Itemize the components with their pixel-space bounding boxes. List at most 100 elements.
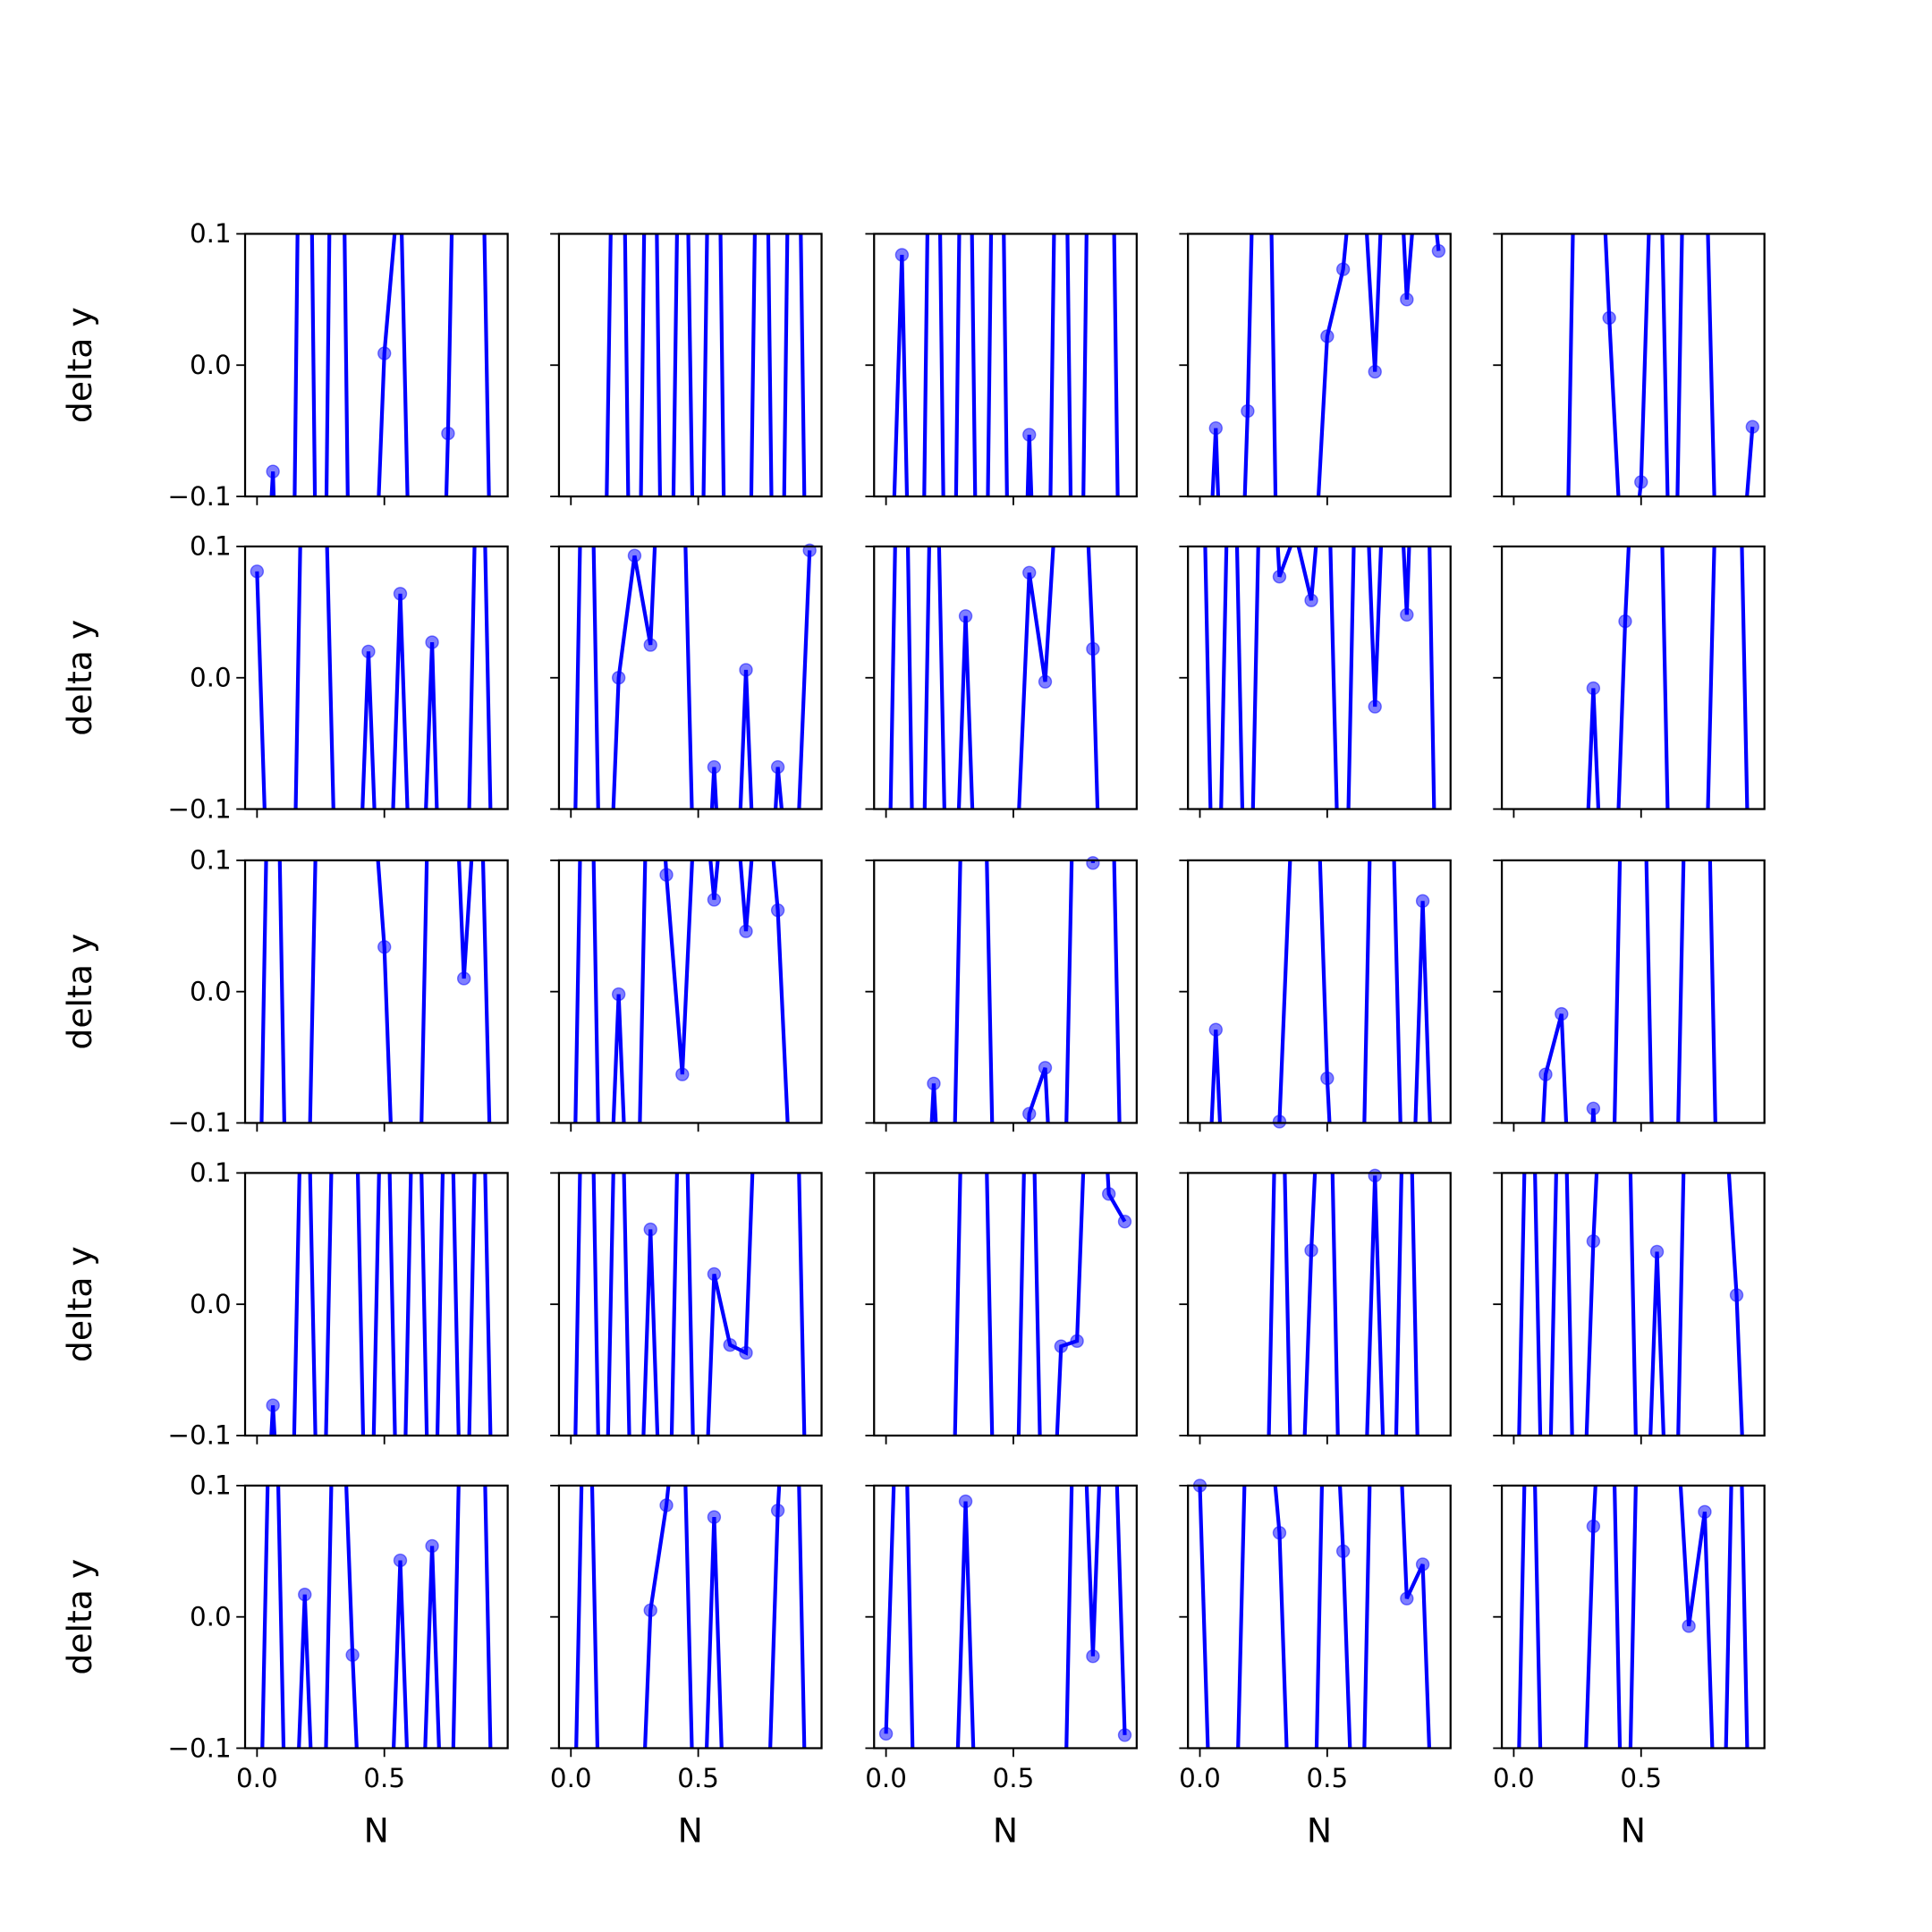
point: [707, 1510, 722, 1524]
point: [250, 564, 265, 579]
series-line: [260, 1485, 493, 1749]
axes: −0.1 0.0 0.1 delta y: [60, 845, 509, 1138]
axes: [1493, 1172, 1766, 1445]
point: [707, 1267, 722, 1282]
point: [1038, 674, 1053, 689]
axes: 0.0 0.5 N: [1493, 1484, 1766, 1850]
y-tick-label: 0.0: [190, 350, 232, 380]
point: [1538, 1067, 1553, 1081]
series-line: [1566, 233, 1755, 497]
point: [393, 587, 408, 601]
y-tick-label: 0.0: [190, 1601, 232, 1631]
series-line: [255, 546, 493, 809]
y-tick-label: 0.0: [190, 663, 232, 693]
point: [1117, 1728, 1132, 1742]
point: [1022, 565, 1037, 580]
point: [1117, 1215, 1132, 1229]
x-tick-label: 0.0: [1493, 1763, 1535, 1793]
x-axis-label: N: [364, 1810, 389, 1850]
x-axis-label: N: [678, 1810, 703, 1850]
y-axis-label: delta y: [60, 307, 99, 423]
axes: [1179, 859, 1452, 1132]
axes-frame: [1187, 1172, 1452, 1437]
point: [1086, 641, 1100, 657]
point: [878, 1726, 894, 1741]
point: [1415, 1557, 1430, 1572]
axes-frame: [1500, 859, 1766, 1124]
point: [393, 1553, 408, 1568]
axes-frame: [1187, 233, 1452, 498]
point: [723, 1337, 737, 1352]
x-axis-label: N: [1621, 1810, 1646, 1850]
point: [377, 346, 392, 360]
y-tick-label: −0.1: [167, 1733, 231, 1763]
point: [1070, 1334, 1084, 1348]
series-line: [1541, 860, 1717, 1123]
axes: −0.1 0.0 0.1 delta y: [60, 218, 509, 512]
series-line: [1198, 1485, 1432, 1749]
point: [1208, 1022, 1223, 1037]
axes: [865, 1172, 1138, 1445]
series-line: [269, 233, 491, 497]
point: [345, 1648, 360, 1662]
point: [1400, 292, 1414, 307]
point: [1368, 1168, 1382, 1183]
point: [627, 548, 642, 563]
point: [1272, 1526, 1287, 1540]
axes-frame: [243, 233, 509, 498]
point: [707, 893, 722, 907]
y-axis-label: delta y: [60, 620, 99, 736]
y-tick-label: −0.1: [167, 481, 231, 512]
y-axis-label: delta y: [60, 1246, 99, 1362]
point: [1304, 1243, 1318, 1258]
y-tick-label: −0.1: [167, 1420, 231, 1451]
axes-frame: [557, 1172, 823, 1437]
axes-frame: [1500, 233, 1766, 498]
point: [770, 759, 785, 775]
point: [739, 924, 753, 938]
x-axis-label: N: [1307, 1810, 1332, 1850]
point: [1022, 428, 1037, 442]
series-line: [269, 1173, 493, 1436]
axes: −0.1 0.0 0.1 delta y: [60, 1157, 509, 1451]
point: [1431, 243, 1446, 258]
axes: [550, 1172, 823, 1445]
series-line: [1586, 546, 1750, 809]
axes-frame: [1500, 545, 1766, 810]
point: [1745, 419, 1760, 434]
y-tick-label: −0.1: [167, 1107, 231, 1138]
point: [1272, 1114, 1287, 1129]
point: [958, 609, 973, 623]
point: [611, 987, 626, 1002]
point: [1682, 1619, 1696, 1633]
point: [611, 671, 626, 685]
point: [770, 1504, 785, 1518]
y-tick-label: 0.1: [190, 531, 232, 562]
axes: [1179, 233, 1452, 505]
point: [643, 1222, 657, 1237]
point: [425, 635, 439, 649]
series-line: [1203, 546, 1436, 809]
point: [770, 902, 785, 918]
point: [377, 940, 392, 954]
point: [1086, 1649, 1100, 1664]
y-tick-label: 0.0: [190, 1289, 232, 1319]
point: [1054, 1339, 1069, 1353]
point: [739, 663, 753, 677]
y-tick-label: 0.1: [190, 218, 232, 249]
y-tick-label: 0.1: [190, 845, 232, 876]
x-tick-label: 0.5: [1307, 1763, 1349, 1793]
point: [894, 248, 910, 262]
point: [1208, 421, 1223, 436]
series-line: [605, 233, 807, 497]
series-line: [1210, 233, 1441, 497]
axes: 0.0 0.5 N: [865, 1484, 1138, 1850]
y-tick-label: 0.1: [190, 1470, 232, 1501]
series-line: [574, 1485, 807, 1749]
point: [1320, 1071, 1335, 1086]
series-line: [929, 860, 1122, 1123]
point: [1400, 607, 1414, 622]
point: [1602, 310, 1616, 326]
point: [1555, 1006, 1569, 1021]
